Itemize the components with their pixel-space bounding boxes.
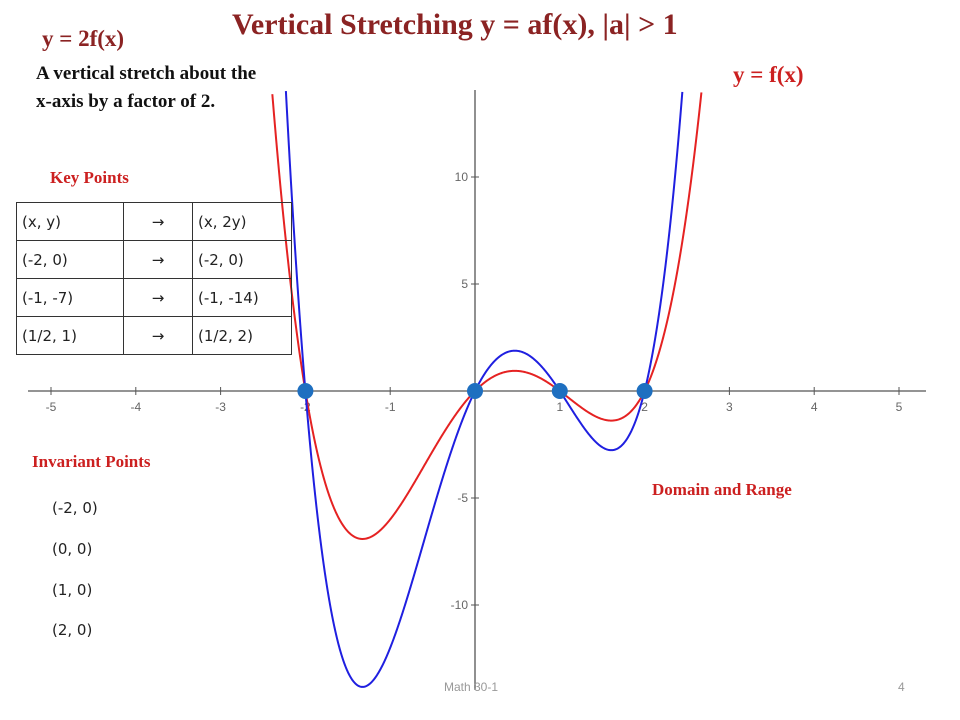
key-points-table: (x, y) → (x, 2y) (-2, 0) → (-2, 0) (-1, … [16, 202, 292, 355]
arrow-cell: → [123, 240, 193, 279]
invariant-point-item: (-2, 0) [52, 499, 98, 517]
stretch-description: A vertical stretch about the x-axis by a… [36, 63, 257, 112]
x-tick-label: 5 [896, 400, 903, 414]
key-points-heading: Key Points [50, 168, 129, 187]
x-tick-label: 4 [811, 400, 818, 414]
x-tick-label: 3 [726, 400, 733, 414]
table-cell: (-2, 0) [192, 240, 292, 279]
x-tick-label: 1 [556, 400, 563, 414]
arrow-cell: → [123, 202, 193, 241]
curves [271, 91, 703, 688]
page-title: Vertical Stretching y = af(x), |a| > 1 [232, 8, 678, 41]
x-tick-label: -1 [385, 400, 396, 414]
y-tick-label: 10 [455, 170, 469, 184]
invariant-point-item: (1, 0) [52, 581, 93, 599]
arrow-cell: → [123, 278, 193, 317]
footer-page-number: 4 [898, 680, 905, 694]
x-tick-label: -3 [215, 400, 226, 414]
y-tick-label: -5 [457, 491, 468, 505]
table-row: (x, y) → (x, 2y) [16, 202, 292, 241]
x-tick-label: -4 [130, 400, 141, 414]
table-cell: (x, 2y) [192, 202, 292, 241]
y-tick-label: -10 [451, 598, 469, 612]
domain-range-heading: Domain and Range [652, 480, 792, 499]
table-row: (-2, 0) → (-2, 0) [16, 240, 292, 279]
invariant-point-dot [636, 383, 653, 399]
arrow-cell: → [123, 316, 193, 355]
invariant-points-heading: Invariant Points [32, 452, 151, 471]
x-tick-label: -5 [46, 400, 57, 414]
table-cell: (-1, -7) [16, 278, 124, 317]
curve-2f-of-x [284, 91, 684, 688]
table-cell: (-1, -14) [192, 278, 292, 317]
x-tick-label: 2 [641, 400, 648, 414]
table-cell: (1/2, 1) [16, 316, 124, 355]
stretched-function-label: y = 2f(x) [42, 26, 125, 51]
tick-labels: -5 -4 -3 -2 -1 1 2 3 4 5 -10 -5 5 10 [46, 170, 903, 612]
table-cell: (-2, 0) [16, 240, 124, 279]
invariant-point-dot [467, 383, 483, 399]
invariant-point-dot [551, 383, 568, 399]
table-cell: (x, y) [16, 202, 124, 241]
invariant-point-markers [297, 383, 653, 399]
curve-f-of-x [271, 92, 703, 540]
invariant-point-dot [297, 383, 314, 399]
table-row: (1/2, 1) → (1/2, 2) [16, 316, 292, 355]
invariant-point-item: (2, 0) [52, 621, 93, 639]
x-tick-label: -2 [300, 400, 311, 414]
footer-course: Math 30-1 [444, 680, 499, 694]
invariant-point-item: (0, 0) [52, 540, 93, 558]
y-tick-label: 5 [461, 277, 468, 291]
table-cell: (1/2, 2) [192, 316, 292, 355]
table-row: (-1, -7) → (-1, -14) [16, 278, 292, 317]
original-function-label: y = f(x) [733, 62, 804, 87]
